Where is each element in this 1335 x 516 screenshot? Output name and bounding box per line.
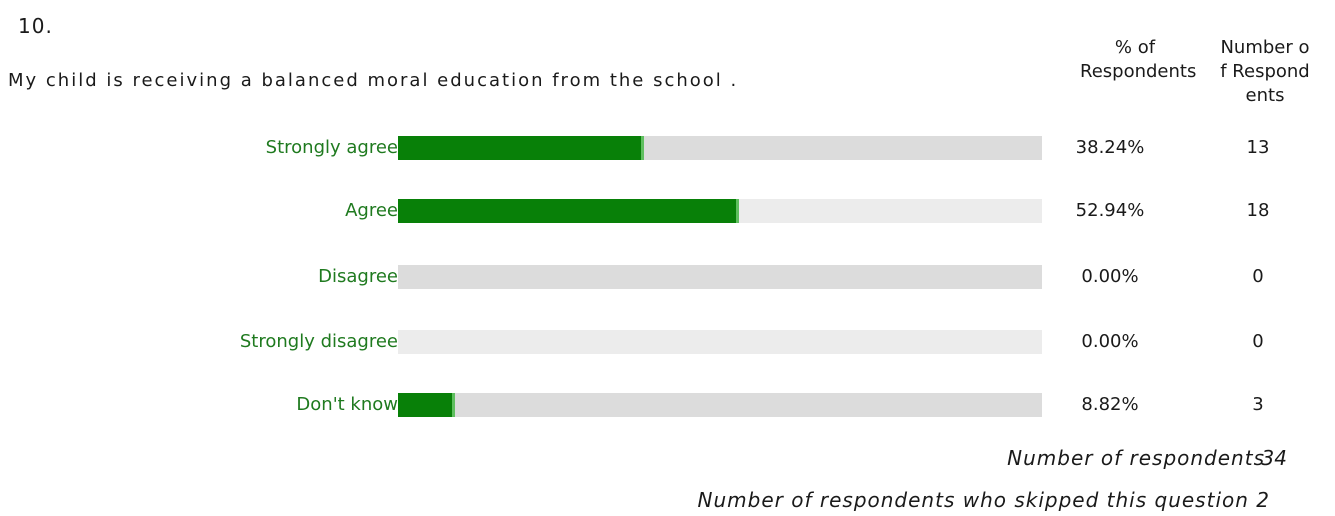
category-label: Disagree [318, 266, 398, 287]
category-label: Strongly agree [265, 137, 398, 158]
percent-value: 38.24% [1075, 137, 1145, 158]
percent-column-header: % of Respondents [1080, 37, 1197, 82]
count-value: 13 [1246, 137, 1270, 158]
respondents-value: 34 [1261, 446, 1287, 470]
percent-value: 52.94% [1075, 200, 1145, 221]
bar-row: Don't know 8.82% 3 [0, 393, 1335, 419]
percent-value: 8.82% [1081, 394, 1139, 415]
bar-track [398, 393, 1042, 417]
bar-track [398, 330, 1042, 354]
count-value: 0 [1252, 266, 1264, 287]
count-value: 3 [1252, 394, 1264, 415]
percent-value: 0.00% [1081, 331, 1139, 352]
bar-row: Strongly disagree 0.00% 0 [0, 330, 1335, 356]
bar-row: Strongly agree 38.24% 13 [0, 136, 1335, 162]
percent-value: 0.00% [1081, 266, 1139, 287]
respondents-label: Number of respondents [1007, 446, 1265, 470]
category-label: Don't know [296, 394, 398, 415]
question-number: 10. [18, 14, 53, 38]
question-text: My child is receiving a balanced moral e… [8, 70, 739, 91]
count-value: 18 [1246, 200, 1270, 221]
bar-row: Disagree 0.00% 0 [0, 265, 1335, 291]
count-value: 0 [1252, 331, 1264, 352]
skipped-label: Number of respondents who skipped this q… [697, 488, 1270, 512]
bar-row: Agree 52.94% 18 [0, 199, 1335, 225]
bar-fill [398, 199, 739, 223]
bar-fill [398, 393, 455, 417]
bar-track [398, 265, 1042, 289]
bar-track [398, 199, 1042, 223]
count-column-header: Number o f Respond ents [1220, 37, 1310, 106]
bar-track [398, 136, 1042, 160]
bar-fill [398, 136, 644, 160]
category-label: Agree [345, 200, 398, 221]
category-label: Strongly disagree [239, 331, 398, 352]
